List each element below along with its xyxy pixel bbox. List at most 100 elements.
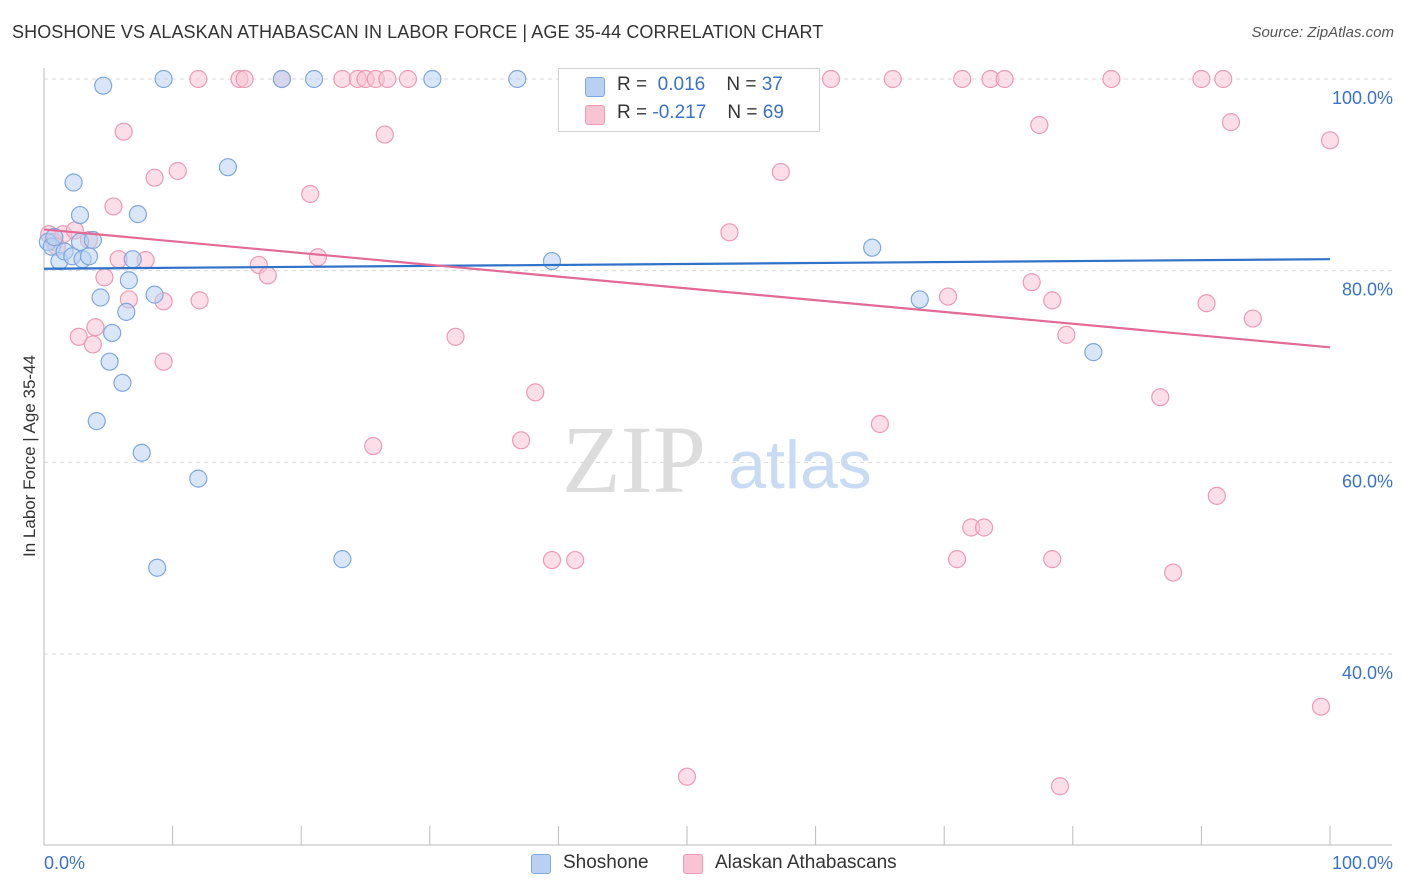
watermark-zip: ZIP <box>562 406 706 513</box>
point-shoshone <box>70 205 90 225</box>
correlation-legend: R = 0.016 N = 37 R = -0.217 N = 69 <box>558 68 820 132</box>
point-shoshone <box>128 205 147 224</box>
point-athabascan <box>542 550 562 570</box>
point-athabascan <box>947 550 967 569</box>
point-athabascan <box>1057 325 1076 344</box>
point-shoshone <box>154 69 173 89</box>
point-shoshone <box>87 412 106 431</box>
point-shoshone <box>423 69 442 89</box>
point-athabascan <box>95 268 114 287</box>
point-athabascan <box>83 335 102 354</box>
legend-r-label: R = <box>617 74 648 95</box>
point-shoshone <box>117 302 136 321</box>
point-athabascan <box>104 197 123 216</box>
watermark: ZIP atlas <box>562 406 872 513</box>
point-shoshone <box>64 173 83 192</box>
point-athabascan <box>1022 273 1041 292</box>
trendline-athabascan <box>43 228 1331 349</box>
point-athabascan <box>1214 69 1233 89</box>
point-athabascan <box>974 518 994 537</box>
point-athabascan <box>771 162 790 182</box>
grid-layer <box>44 78 1392 655</box>
y-axis-label: In Labor Force | Age 35-44 <box>20 355 39 557</box>
point-athabascan <box>566 550 585 570</box>
point-athabascan <box>446 327 465 346</box>
point-shoshone <box>304 69 324 89</box>
bottom-swatch-blue <box>531 854 551 874</box>
legend-n-label: N = <box>726 74 757 95</box>
point-shoshone <box>119 271 138 290</box>
legend-n-value: 69 <box>762 102 784 123</box>
point-athabascan <box>190 291 209 310</box>
legend-swatch-pink <box>585 105 605 125</box>
point-athabascan <box>1050 777 1070 796</box>
legend-r-value: 0.016 <box>657 74 706 95</box>
point-shoshone <box>113 373 132 392</box>
point-athabascan <box>512 431 531 450</box>
point-athabascan <box>378 69 397 89</box>
x-tick-label: 100.0% <box>1332 853 1393 873</box>
y-tick-label: 40.0% <box>1342 663 1393 683</box>
watermark-atlas: atlas <box>728 427 872 503</box>
point-athabascan <box>1207 486 1226 505</box>
point-athabascan <box>333 69 352 89</box>
point-athabascan <box>86 318 105 337</box>
point-shoshone <box>83 230 102 250</box>
point-shoshone <box>508 69 527 89</box>
point-athabascan <box>526 383 545 402</box>
point-shoshone <box>100 352 119 371</box>
point-shoshone <box>272 69 292 89</box>
legend-n-label: N = <box>727 102 758 123</box>
point-athabascan <box>870 414 890 434</box>
point-athabascan <box>677 767 697 786</box>
point-athabascan <box>308 248 328 267</box>
point-athabascan <box>114 122 133 141</box>
point-athabascan <box>1197 294 1216 313</box>
x-tick-label: 0.0% <box>44 853 85 873</box>
point-shoshone <box>45 228 64 247</box>
bottom-swatch-pink <box>683 854 703 874</box>
point-shoshone <box>542 251 562 271</box>
point-athabascan <box>168 161 187 181</box>
point-shoshone <box>218 158 237 177</box>
source-label: Source: ZipAtlas.com <box>1251 24 1394 41</box>
point-athabascan <box>1102 69 1121 89</box>
point-athabascan <box>883 69 902 89</box>
point-athabascan <box>1221 113 1241 132</box>
point-shoshone <box>1084 343 1103 362</box>
legend-r-label: R = <box>617 102 648 123</box>
point-athabascan <box>1043 291 1062 310</box>
legend-n-value: 37 <box>761 74 783 95</box>
point-athabascan <box>145 168 164 187</box>
point-athabascan <box>1043 550 1062 569</box>
trend-layer <box>43 228 1331 349</box>
point-shoshone <box>94 76 113 95</box>
point-athabascan <box>1030 115 1049 135</box>
point-athabascan <box>189 69 208 89</box>
chart-title: SHOSHONE VS ALASKAN ATHABASCAN IN LABOR … <box>12 22 824 42</box>
y-tick-label: 80.0% <box>1342 280 1393 300</box>
point-athabascan <box>154 352 173 371</box>
tick-label-layer: 40.0% 60.0% 80.0% 100.0% 0.0% 100.0% <box>44 88 1393 873</box>
point-athabascan <box>1164 563 1183 582</box>
point-shoshone <box>103 323 122 343</box>
point-athabascan <box>953 69 972 89</box>
point-athabascan <box>1320 131 1340 150</box>
point-shoshone <box>145 285 164 304</box>
point-shoshone <box>189 469 208 488</box>
y-tick-label: 60.0% <box>1342 471 1393 491</box>
point-athabascan <box>364 436 383 456</box>
point-athabascan <box>995 69 1014 89</box>
point-shoshone <box>132 443 151 462</box>
point-shoshone <box>863 238 882 257</box>
trendline-shoshone <box>43 258 1331 270</box>
point-athabascan <box>375 125 394 144</box>
point-athabascan <box>1243 309 1262 328</box>
point-athabascan <box>720 223 739 242</box>
point-shoshone <box>910 290 929 309</box>
point-athabascan <box>301 184 320 204</box>
point-athabascan <box>235 69 254 89</box>
legend-swatch-blue <box>585 77 605 97</box>
point-shoshone <box>148 558 167 577</box>
